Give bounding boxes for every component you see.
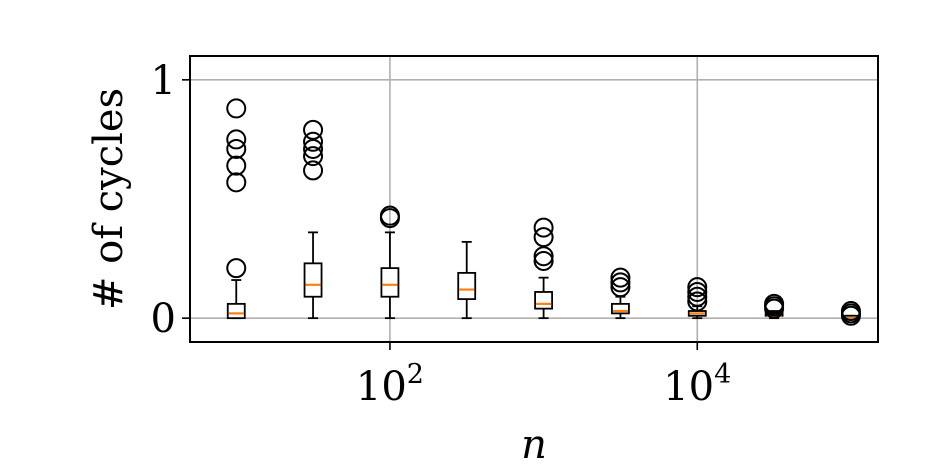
box-group	[533, 217, 554, 320]
box-group	[764, 293, 785, 320]
box-iqr	[303, 262, 323, 298]
x-tick-label: 104	[663, 359, 731, 410]
flier-point	[533, 246, 554, 267]
flier-point	[379, 205, 400, 226]
box-group	[226, 98, 247, 320]
x-tick-exponent: 2	[407, 359, 424, 390]
flier-point	[687, 291, 708, 312]
y-tick-label: 0	[151, 296, 176, 342]
y-axis-label: # of cycles	[86, 88, 132, 310]
box-iqr	[534, 291, 553, 310]
box-iqr	[226, 302, 246, 320]
box-iqr	[380, 267, 400, 298]
flier-point	[226, 258, 247, 279]
flier-point	[226, 155, 247, 176]
flier-point	[533, 217, 554, 238]
box-group	[610, 267, 631, 320]
box-group	[687, 277, 708, 320]
flier-point	[303, 138, 324, 159]
box-iqr	[457, 271, 477, 300]
flier-point	[303, 119, 324, 140]
x-axis-label: n	[521, 422, 547, 467]
flier-point	[226, 98, 247, 119]
grid-layer	[190, 56, 878, 342]
plot-frame	[189, 55, 879, 343]
x-tick-base: 10	[663, 364, 714, 410]
flier-point	[533, 227, 554, 248]
y-tick-label: 1	[151, 58, 176, 104]
marks-layer	[226, 98, 861, 326]
flier-point	[303, 160, 324, 181]
flier-point	[226, 138, 247, 159]
flier-point	[533, 250, 554, 271]
flier-point	[610, 267, 631, 288]
box-iqr	[611, 302, 630, 315]
flier-point	[610, 277, 631, 298]
flier-point	[303, 131, 324, 152]
box-group	[840, 301, 861, 326]
flier-point	[303, 146, 324, 167]
box-group	[379, 205, 400, 320]
flier-point	[764, 293, 785, 314]
flier-point	[226, 129, 247, 150]
box-group	[303, 119, 324, 320]
x-tick-exponent: 4	[714, 359, 731, 390]
flier-point	[687, 286, 708, 307]
flier-point	[687, 281, 708, 302]
x-tick-label: 102	[356, 359, 424, 410]
box-group	[457, 240, 477, 320]
flier-point	[840, 301, 861, 322]
x-tick-base: 10	[356, 364, 407, 410]
flier-point	[226, 172, 247, 193]
flier-point	[610, 272, 631, 293]
flier-point	[687, 277, 708, 298]
